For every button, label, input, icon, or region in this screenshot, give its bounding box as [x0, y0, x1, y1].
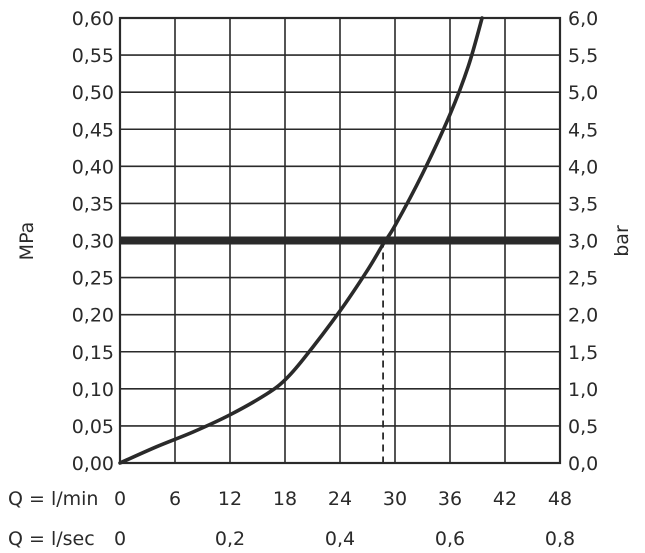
y-tick-label-2: 0,10: [72, 379, 114, 401]
y-tick-label-0: 0,00: [72, 453, 114, 475]
y2-tick-labels: 0,0 0,5 1,0 1,5 2,0 2,5 3,0 3,5 4,0 4,5 5,0 5,5 6,0: [568, 8, 598, 475]
x2-tick-labels: 0 0,2 0,4 0,6 0,8: [114, 528, 575, 550]
x2-tick-label-1: 0,2: [215, 528, 245, 550]
x-tick-label-6: 36: [438, 488, 462, 510]
y-tick-label-8: 0,40: [72, 156, 114, 178]
y-tick-label-10: 0,50: [72, 82, 114, 104]
y-tick-label-7: 0,35: [72, 193, 114, 215]
x2-tick-label-2: 0,4: [325, 528, 355, 550]
y-tick-label-3: 0,15: [72, 342, 114, 364]
series-line-0: [118, 16, 484, 465]
y2-axis-title: bar: [611, 225, 633, 257]
x-tick-label-4: 24: [328, 488, 352, 510]
y2-tick-label-3: 1,5: [568, 342, 598, 364]
x-tick-label-2: 12: [218, 488, 242, 510]
y-tick-labels: 0,00 0,05 0,10 0,15 0,20 0,25 0,30 0,35 0,40 0,45…: [72, 8, 114, 475]
x-tick-label-7: 42: [493, 488, 517, 510]
x2-tick-label-4: 0,8: [545, 528, 575, 550]
y2-tick-label-5: 2,5: [568, 268, 598, 290]
x-tick-labels: 0 6 12 18 24 30 36 42 48: [114, 488, 572, 510]
y2-tick-label-9: 4,5: [568, 119, 598, 141]
y2-tick-label-6: 3,0: [568, 231, 598, 253]
y2-tick-label-1: 0,5: [568, 416, 598, 438]
y-tick-label-6: 0,30: [72, 231, 114, 253]
y-axis-title: MPa: [16, 222, 38, 261]
y2-tick-label-2: 1,0: [568, 379, 598, 401]
y2-tick-label-12: 6,0: [568, 8, 598, 30]
x-tick-label-1: 6: [169, 488, 181, 510]
y2-tick-label-0: 0,0: [568, 453, 598, 475]
x2-axis-title: Q = l/sec: [8, 528, 95, 550]
y-tick-label-11: 0,55: [72, 45, 114, 67]
curve-layer: [118, 16, 484, 465]
y-tick-label-4: 0,20: [72, 305, 114, 327]
x2-tick-label-0: 0: [114, 528, 126, 550]
y2-tick-label-8: 4,0: [568, 156, 598, 178]
x-tick-label-5: 30: [383, 488, 407, 510]
y2-tick-label-4: 2,0: [568, 305, 598, 327]
y-tick-label-12: 0,60: [72, 8, 114, 30]
reference-lines: [120, 236, 560, 463]
y2-tick-label-10: 5,0: [568, 82, 598, 104]
x-tick-label-0: 0: [114, 488, 126, 510]
y-tick-label-1: 0,05: [72, 416, 114, 438]
y-tick-label-5: 0,25: [72, 268, 114, 290]
x-tick-label-8: 48: [548, 488, 572, 510]
y2-tick-label-11: 5,5: [568, 45, 598, 67]
x-tick-label-3: 18: [273, 488, 297, 510]
plot-border: [118, 16, 562, 465]
y2-tick-label-7: 3,5: [568, 193, 598, 215]
y-tick-label-9: 0,45: [72, 119, 114, 141]
x2-tick-label-3: 0,6: [435, 528, 465, 550]
plot-frame: [118, 16, 562, 465]
x-axis-title: Q = l/min: [8, 488, 98, 510]
